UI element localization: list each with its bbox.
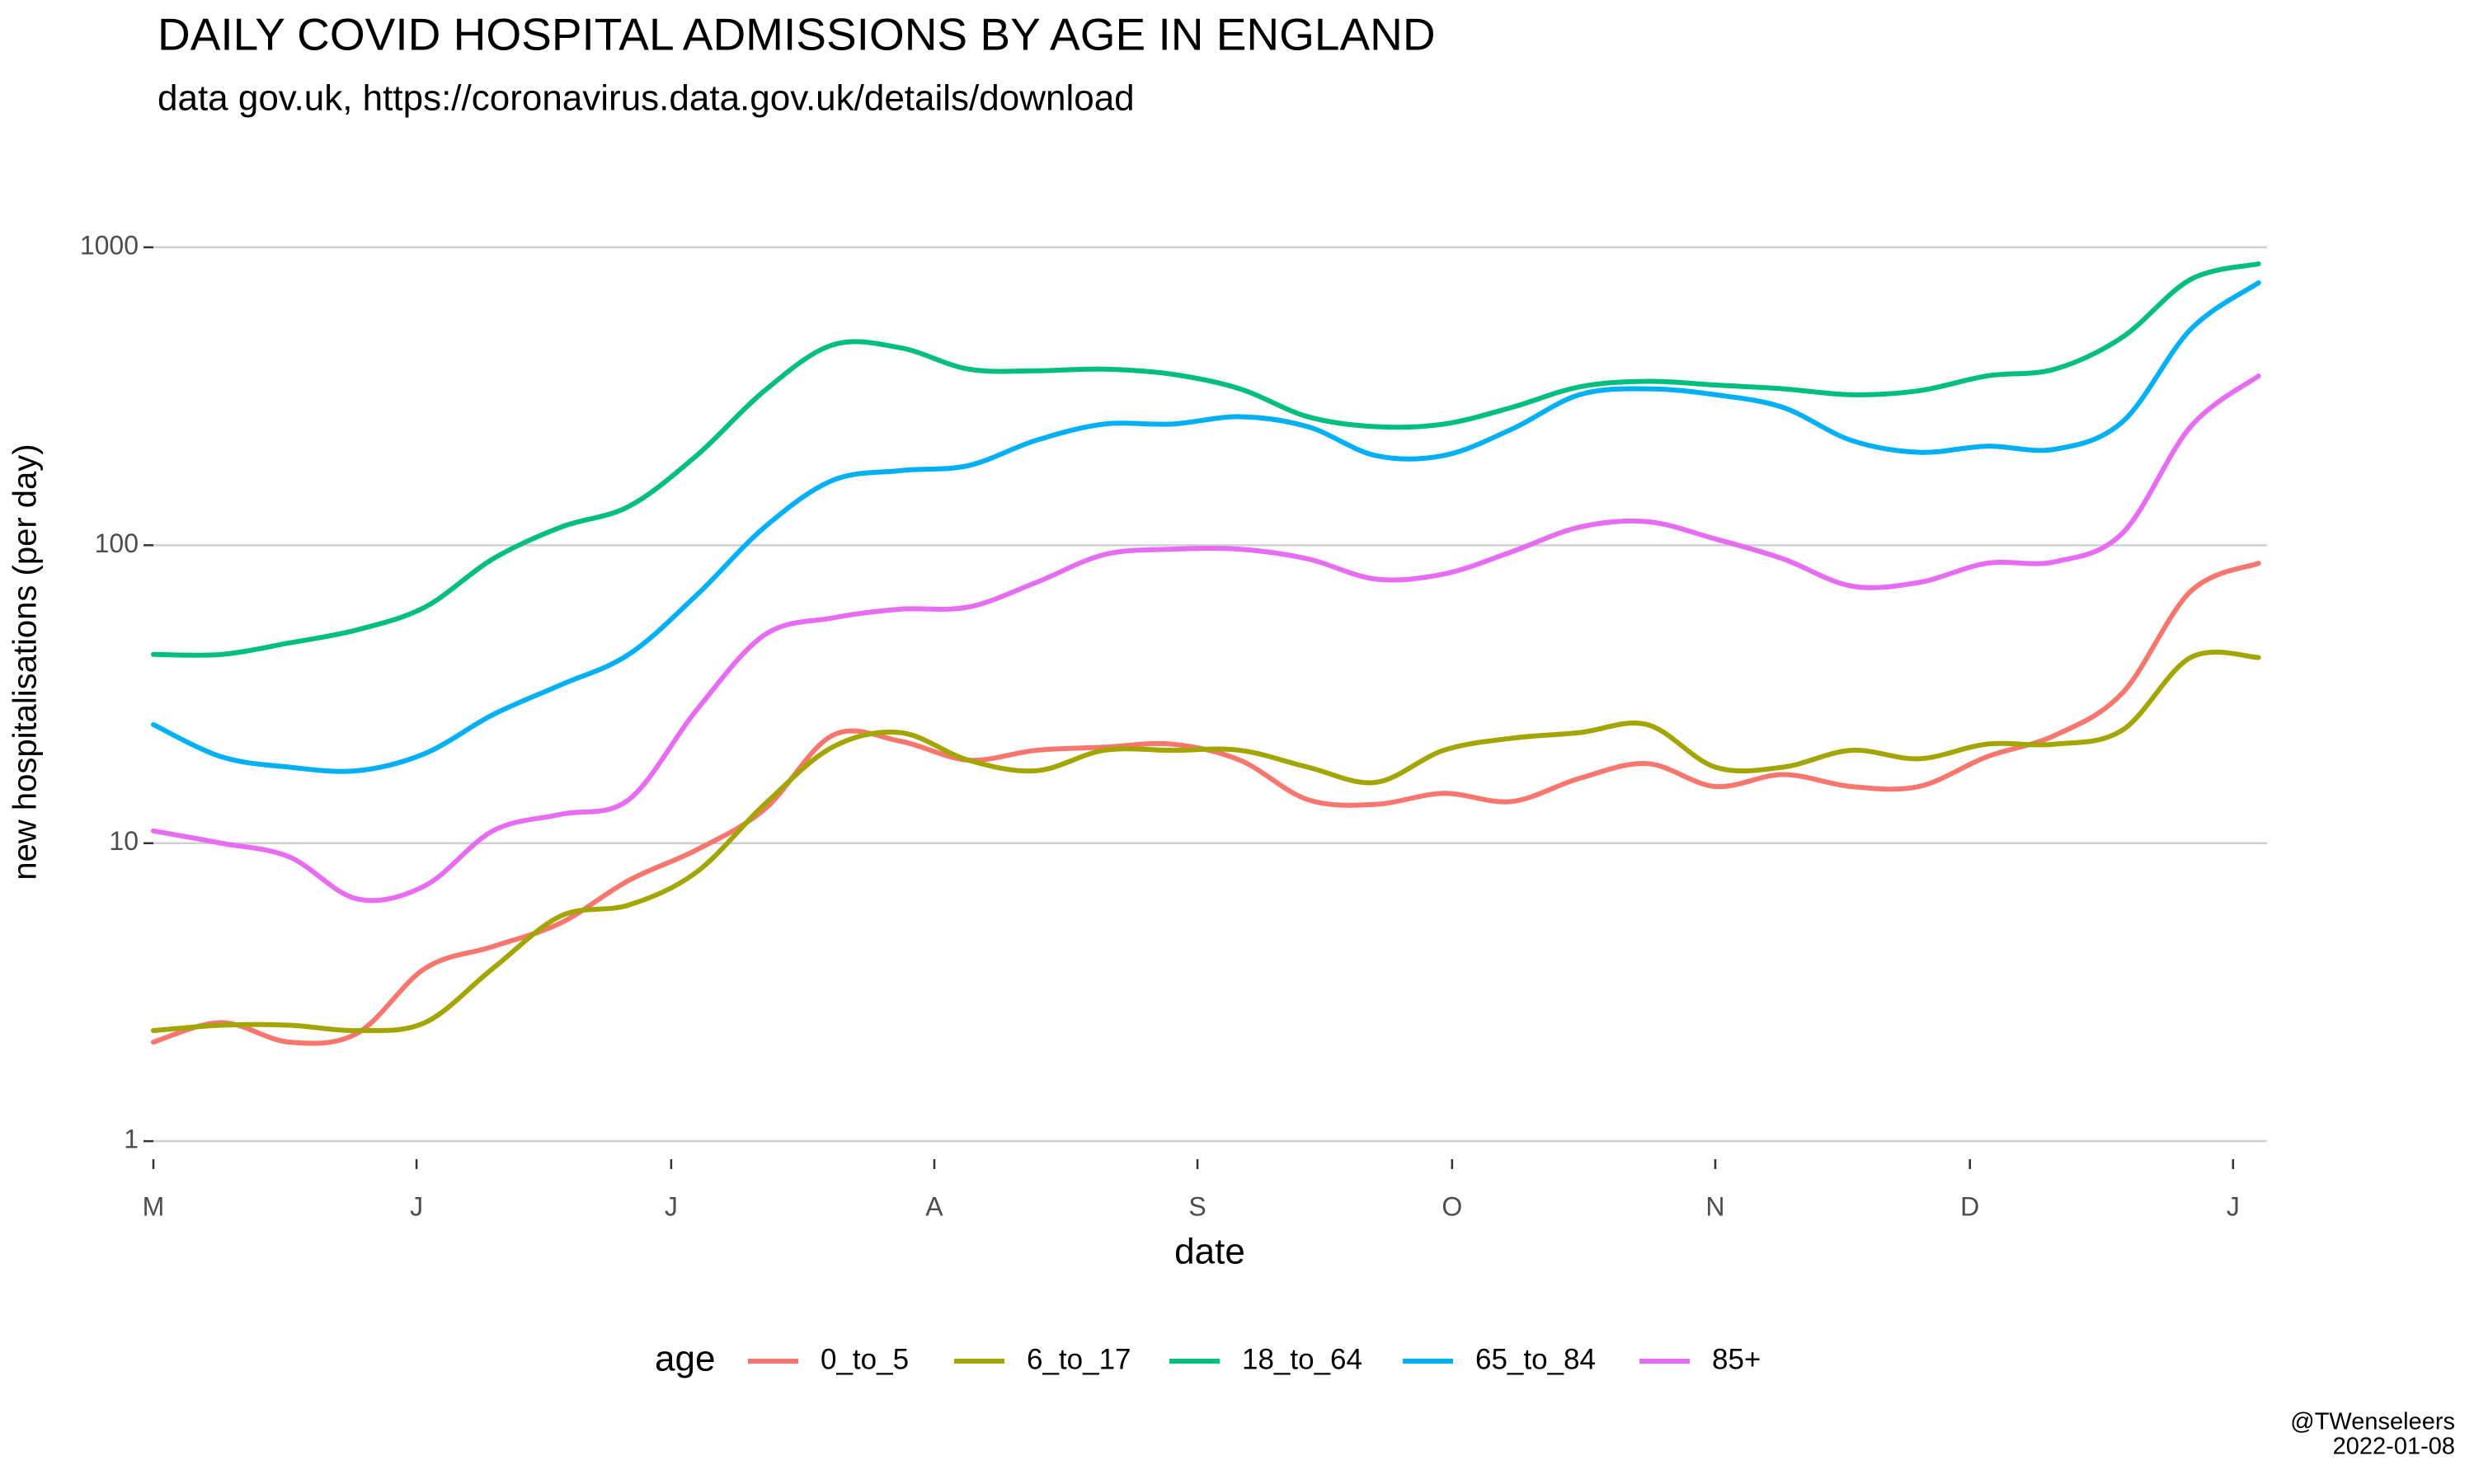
x-tick-label: D xyxy=(1960,1191,1979,1221)
x-tick-label: J xyxy=(665,1191,678,1221)
x-tick-label: M xyxy=(143,1191,165,1221)
x-axis-title: date xyxy=(1174,1232,1245,1272)
x-tick-label: O xyxy=(1442,1191,1462,1221)
caption: 2022-01-08 xyxy=(2333,1434,2455,1460)
x-tick-label: N xyxy=(1705,1191,1724,1221)
legend-label: 6_to_17 xyxy=(1027,1343,1131,1375)
legend-label: 65_to_84 xyxy=(1475,1343,1596,1375)
chart-subtitle: data gov.uk, https://coronavirus.data.go… xyxy=(158,78,1135,119)
legend-label: 85+ xyxy=(1712,1343,1761,1375)
y-axis-title: new hospitalisations (per day) xyxy=(7,444,44,880)
legend-label: 18_to_64 xyxy=(1242,1343,1362,1375)
series-line xyxy=(151,373,2261,904)
series-line xyxy=(151,280,2261,774)
x-tick-label: J xyxy=(410,1191,423,1221)
legend-label: 0_to_5 xyxy=(821,1343,909,1375)
x-tick-label: S xyxy=(1188,1191,1206,1221)
y-tick-label: 1000 xyxy=(80,230,139,260)
caption: @TWenseleers xyxy=(2290,1409,2455,1435)
y-tick-label: 100 xyxy=(95,528,139,558)
chart-title: DAILY COVID HOSPITAL ADMISSIONS BY AGE I… xyxy=(158,9,1436,60)
x-tick-label: A xyxy=(925,1191,943,1221)
legend-title: age xyxy=(655,1339,715,1379)
series-line xyxy=(151,261,2261,658)
y-tick-label: 10 xyxy=(109,826,139,856)
x-tick-label: J xyxy=(2227,1191,2240,1221)
y-tick-label: 1 xyxy=(124,1125,139,1154)
series-line xyxy=(151,561,2261,1046)
series-line xyxy=(151,650,2261,1034)
